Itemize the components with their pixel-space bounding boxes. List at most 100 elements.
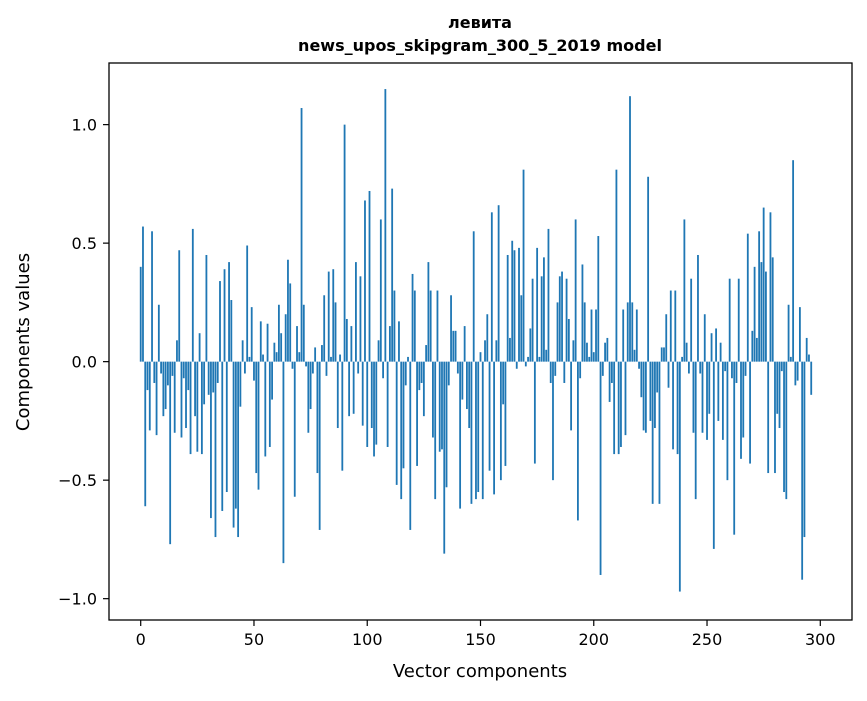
bar-238 — [678, 361, 681, 592]
bar-187 — [563, 361, 566, 383]
bar-252 — [710, 333, 713, 362]
bar-279 — [771, 257, 774, 362]
bar-43 — [237, 361, 240, 538]
bar-206 — [606, 337, 609, 362]
bar-22 — [189, 361, 192, 455]
bar-17 — [178, 250, 181, 362]
bar-246 — [697, 254, 699, 362]
bar-51 — [255, 361, 258, 474]
bar-19 — [182, 361, 185, 379]
bar-92 — [348, 361, 351, 417]
bar-198 — [588, 356, 591, 362]
bars-group — [139, 89, 813, 592]
bar-280 — [774, 361, 776, 474]
bar-213 — [622, 309, 625, 362]
bar-64 — [284, 314, 287, 362]
bar-215 — [626, 302, 629, 362]
bar-287 — [789, 356, 792, 362]
x-axis-ticks: 0 50 100 150 200 250 300 — [136, 620, 836, 649]
bar-71 — [300, 108, 303, 362]
bar-201 — [595, 309, 597, 362]
bar-63 — [282, 361, 285, 564]
bar-109 — [386, 361, 389, 447]
bar-149 — [477, 361, 480, 493]
bar-292 — [801, 361, 804, 580]
bar-171 — [527, 356, 529, 362]
bar-49 — [250, 307, 253, 362]
bar-285 — [785, 361, 788, 500]
bar-212 — [620, 361, 622, 447]
bar-222 — [642, 361, 645, 431]
x-tick-label: 300 — [805, 630, 836, 649]
bar-134 — [443, 361, 446, 554]
bar-124 — [420, 361, 423, 383]
bar-141 — [459, 361, 462, 509]
bar-210 — [615, 169, 618, 362]
bar-276 — [765, 271, 767, 362]
bar-23 — [191, 228, 194, 362]
bar-163 — [509, 337, 511, 362]
bar-207 — [608, 361, 611, 402]
bar-166 — [515, 361, 518, 369]
bar-209 — [613, 361, 616, 455]
bar-26 — [198, 333, 201, 362]
bar-29 — [205, 254, 208, 362]
bar-156 — [493, 361, 495, 495]
bar-235 — [672, 361, 674, 450]
y-tick-label: −1.0 — [58, 590, 97, 609]
bar-103 — [373, 361, 375, 457]
bar-140 — [456, 361, 459, 374]
bar-203 — [599, 361, 602, 575]
bar-214 — [624, 361, 627, 436]
bar-243 — [690, 278, 693, 362]
bar-236 — [674, 290, 677, 362]
bar-193 — [577, 361, 579, 521]
bar-278 — [769, 212, 772, 362]
bar-249 — [703, 314, 706, 362]
bar-177 — [540, 276, 543, 362]
bar-20 — [185, 361, 187, 429]
bar-60 — [275, 352, 278, 362]
bar-161 — [504, 361, 507, 466]
bar-148 — [475, 361, 477, 500]
bar-82 — [325, 361, 328, 376]
bar-288 — [792, 160, 795, 362]
bar-52 — [257, 361, 260, 490]
bar-116 — [402, 361, 405, 469]
bar-172 — [529, 328, 532, 362]
bar-230 — [660, 347, 663, 362]
bar-127 — [427, 262, 430, 362]
bar-114 — [398, 321, 400, 362]
bar-167 — [518, 247, 520, 362]
bar-110 — [388, 326, 391, 362]
bar-202 — [597, 236, 600, 362]
bar-47 — [246, 245, 249, 362]
bar-251 — [708, 361, 711, 414]
bar-56 — [266, 323, 269, 362]
bar-115 — [400, 361, 403, 500]
bar-79 — [318, 361, 321, 530]
bar-81 — [323, 295, 326, 362]
bar-16 — [176, 340, 178, 362]
bar-25 — [196, 361, 199, 452]
bar-1 — [142, 226, 144, 362]
bar-37 — [223, 269, 226, 362]
y-tick-label: −0.5 — [58, 471, 97, 490]
x-tick-label: 50 — [244, 630, 264, 649]
bar-254 — [715, 328, 717, 362]
bar-220 — [638, 361, 640, 369]
bar-264 — [737, 278, 740, 362]
bar-86 — [334, 302, 337, 362]
bar-268 — [746, 233, 749, 362]
bar-273 — [758, 231, 761, 362]
bar-242 — [688, 361, 690, 374]
bar-35 — [219, 281, 221, 362]
bar-211 — [617, 361, 620, 455]
bar-178 — [543, 257, 545, 362]
bar-208 — [610, 361, 613, 383]
bar-126 — [425, 345, 428, 362]
plot-area-frame — [108, 62, 853, 621]
bar-162 — [506, 254, 509, 362]
x-axis-label: Vector components — [393, 661, 567, 682]
bar-105 — [377, 340, 380, 362]
